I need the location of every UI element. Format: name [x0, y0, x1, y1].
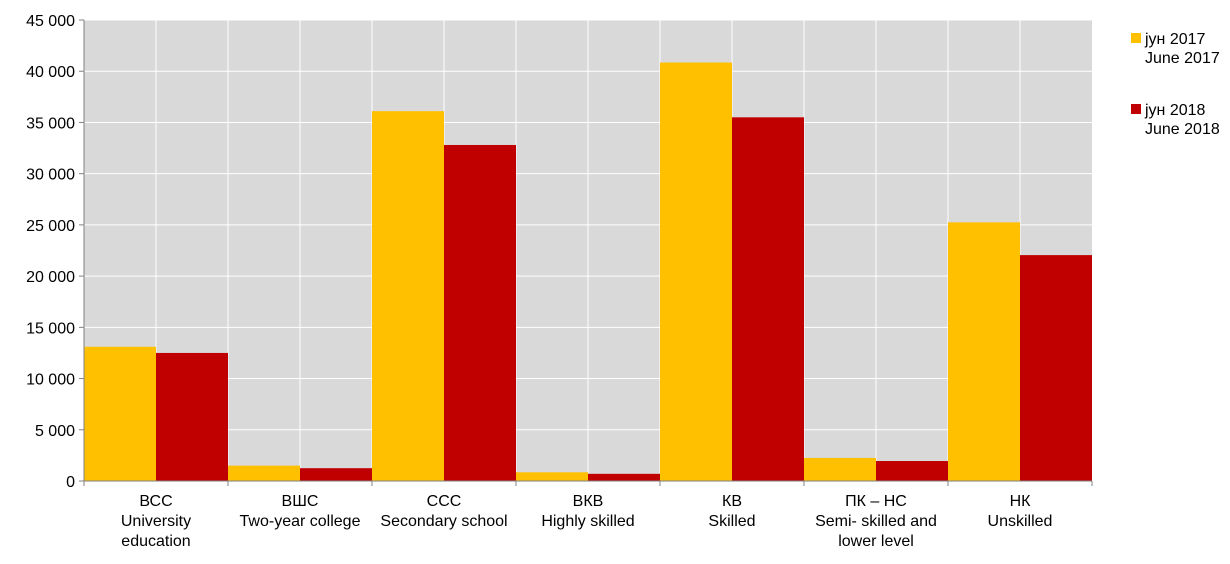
y-tick-label: 30 000	[26, 167, 75, 184]
legend-swatch	[1131, 104, 1141, 114]
legend-label: јун 2017 June 2017	[1144, 31, 1220, 67]
bar-2018-5	[876, 461, 948, 481]
x-tick-label: ВКВ Highly skilled	[541, 493, 634, 530]
x-tick-label: ВШС Two-year college	[240, 493, 361, 530]
x-tick-label: ВСС University education	[121, 493, 191, 550]
bar-2017-4	[660, 62, 732, 482]
x-tick-label: ССС Secondary school	[380, 493, 507, 530]
y-tick-label: 15 000	[26, 320, 75, 337]
bar-2018-0	[156, 352, 228, 481]
bar-2017-6	[948, 222, 1020, 482]
bar-2017-2	[372, 111, 444, 482]
y-tick-label: 40 000	[26, 64, 75, 81]
bar-2018-4	[732, 117, 804, 482]
legend-label: јун 2018 June 2018	[1144, 102, 1220, 138]
bar-2017-0	[84, 346, 156, 481]
bars	[84, 62, 1092, 482]
bar-2018-1	[300, 468, 372, 481]
bar-2017-3	[516, 472, 588, 481]
bar-2017-1	[228, 465, 300, 481]
x-tick-label: ПК – НС Semi- skilled and lower level	[815, 493, 937, 550]
y-ticks: 0 5 000 10 000 15 000 20 000 25 000 30 000 35 0…	[26, 13, 84, 491]
y-tick-label: 20 000	[26, 269, 75, 286]
y-tick-label: 25 000	[26, 218, 75, 235]
y-tick-label: 5 000	[35, 423, 75, 440]
x-tick-labels: ВСС University education ВШС Two-year colleg…	[121, 493, 1053, 550]
legend-swatch	[1131, 33, 1141, 43]
y-tick-label: 35 000	[26, 115, 75, 132]
bar-2017-5	[804, 457, 876, 481]
y-tick-label: 10 000	[26, 372, 75, 389]
bar-2018-2	[444, 144, 516, 481]
bar-2018-3	[588, 473, 660, 481]
y-tick-label: 0	[66, 474, 75, 491]
bar-2018-6	[1020, 255, 1092, 481]
y-tick-label: 45 000	[26, 13, 75, 30]
x-tick-label: КВ Skilled	[708, 493, 755, 530]
legend: јун 2017 June 2017 јун 2018 June 2018	[1131, 31, 1220, 138]
x-tick-label: НК Unskilled	[988, 493, 1053, 530]
